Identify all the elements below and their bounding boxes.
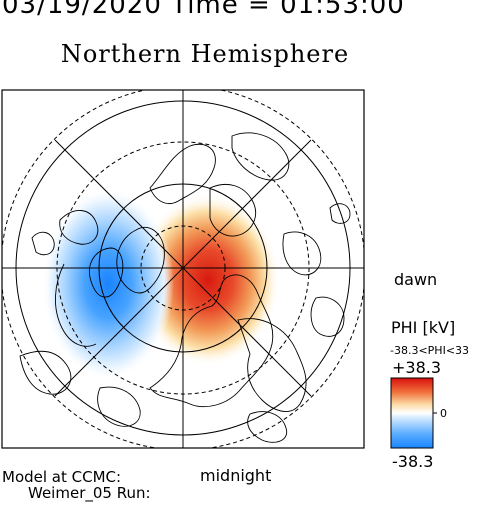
map-frame <box>1 89 365 449</box>
polar-potential-map <box>1 89 365 449</box>
dawn-label: dawn <box>394 270 438 289</box>
colorbar-zero-label: 0 <box>440 407 447 420</box>
colorbar-title: PHI [kV] <box>391 318 456 337</box>
colorbar-range: -38.3<PHI<33 <box>390 344 470 357</box>
potential-cell-negative <box>42 188 174 380</box>
model-label: Model at CCMC: <box>2 468 122 486</box>
meridian-lines <box>2 90 364 448</box>
midnight-label: midnight <box>200 466 272 485</box>
colorbar-min: -38.3 <box>392 452 434 471</box>
colorbar-max: +38.3 <box>392 358 442 377</box>
potential-cell-positive <box>136 194 280 366</box>
colorbar: 0 <box>390 377 447 449</box>
date-time-header: 03/19/2020 Time = 01:53:00 <box>2 0 405 20</box>
colorbar-gradient <box>390 377 434 449</box>
run-label: Weimer_05 Run: <box>28 484 151 502</box>
plot-title: Northern Hemisphere <box>60 40 350 68</box>
